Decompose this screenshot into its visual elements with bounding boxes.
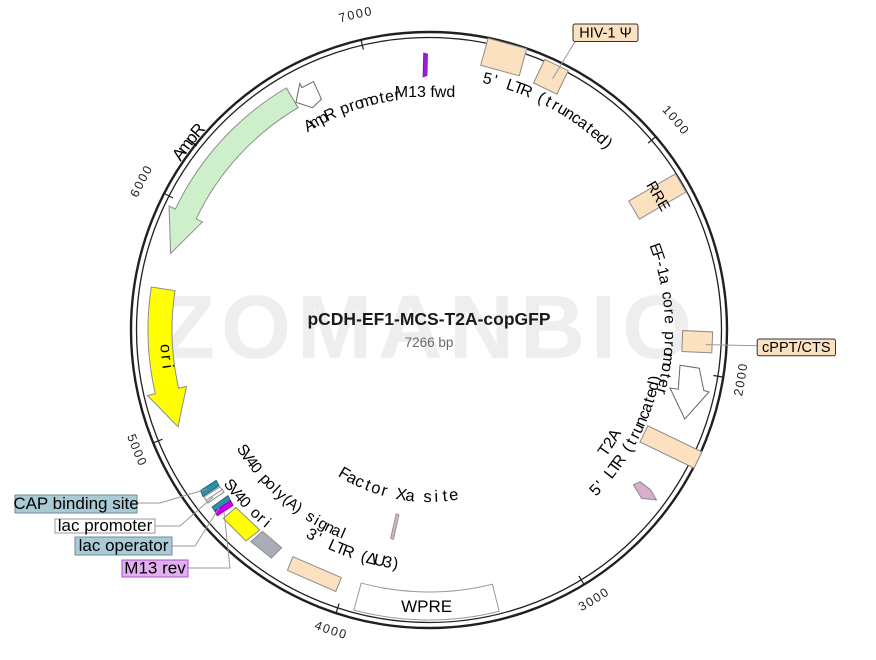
svg-text:0: 0 — [363, 4, 373, 19]
svg-text:M13 rev: M13 rev — [124, 559, 186, 578]
svg-text:WPRE: WPRE — [401, 597, 452, 616]
svg-text:lac operator: lac operator — [79, 536, 169, 555]
svg-text:0: 0 — [733, 379, 748, 388]
svg-text:i: i — [434, 488, 438, 506]
svg-text:cPPT/CTS: cPPT/CTS — [762, 340, 830, 356]
svg-text:pCDH-EF1-MCS-T2A-copGFP: pCDH-EF1-MCS-T2A-copGFP — [307, 309, 550, 329]
svg-text:7266 bp: 7266 bp — [405, 335, 454, 350]
svg-text:0: 0 — [735, 363, 750, 372]
svg-text:HIV-1 Ψ: HIV-1 Ψ — [579, 25, 631, 41]
svg-text:0: 0 — [734, 371, 749, 380]
svg-text:o: o — [156, 344, 174, 354]
svg-text:lac promoter: lac promoter — [58, 516, 153, 535]
svg-text:p: p — [661, 331, 678, 340]
svg-text:a: a — [405, 486, 417, 505]
svg-text:r: r — [660, 341, 677, 347]
svg-text:e: e — [448, 486, 460, 505]
svg-text:e: e — [661, 315, 678, 324]
svg-text:): ) — [392, 555, 400, 573]
svg-text:5: 5 — [587, 481, 605, 499]
svg-text:s: s — [423, 488, 431, 506]
svg-text:M13 fwd: M13 fwd — [395, 84, 455, 101]
svg-text:CAP binding site: CAP binding site — [13, 494, 138, 513]
